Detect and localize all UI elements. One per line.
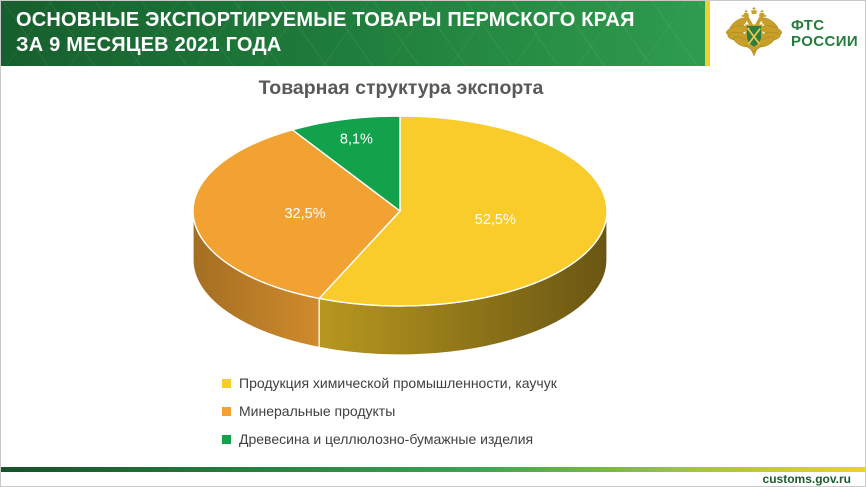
- legend-marker-icon: [222, 434, 231, 444]
- pie-slice-2: [291, 115, 401, 212]
- fts-customs-emblem-icon: [726, 6, 782, 56]
- pie-slice-0: [318, 115, 608, 307]
- legend-item: Древесина и целлюлозно-бумажные изделия: [222, 429, 557, 449]
- footer-website-link[interactable]: customs.gov.ru: [762, 472, 851, 486]
- legend-item: Минеральные продукты: [222, 401, 557, 421]
- legend-label: Минеральные продукты: [239, 403, 396, 419]
- pie-label-1: 32,5%: [284, 206, 325, 222]
- header-title-block: ОСНОВНЫЕ ЭКСПОРТИРУЕМЫЕ ТОВАРЫ ПЕРМСКОГО…: [1, 1, 705, 66]
- footer-accent-bar: [1, 467, 865, 472]
- logo-block: ФТС РОССИИ: [710, 1, 865, 66]
- logo-text: ФТС РОССИИ: [791, 16, 859, 50]
- logo-text-line2: РОССИИ: [791, 32, 859, 50]
- chart-legend: Продукция химической промышленности, кау…: [222, 373, 557, 457]
- header-title-line1: ОСНОВНЫЕ ЭКСПОРТИРУЕМЫЕ ТОВАРЫ ПЕРМСКОГО…: [16, 9, 635, 31]
- legend-label: Древесина и целлюлозно-бумажные изделия: [239, 431, 534, 447]
- legend-item: Продукция химической промышленности, кау…: [222, 373, 557, 393]
- legend-marker-icon: [222, 378, 231, 388]
- pie-label-0: 52,5%: [475, 212, 516, 228]
- header-yellow-divider: [705, 1, 710, 66]
- header-bar: ОСНОВНЫЕ ЭКСПОРТИРУЕМЫЕ ТОВАРЫ ПЕРМСКОГО…: [1, 1, 865, 66]
- chart-title: Товарная структура экспорта: [258, 77, 544, 99]
- header-title-line2: ЗА 9 МЕСЯЦЕВ 2021 ГОДА: [16, 34, 282, 56]
- logo-text-line1: ФТС: [791, 16, 825, 34]
- legend-label: Продукция химической промышленности, кау…: [239, 375, 557, 391]
- legend-marker-icon: [222, 406, 231, 416]
- pie-label-2: 8,1%: [340, 132, 373, 148]
